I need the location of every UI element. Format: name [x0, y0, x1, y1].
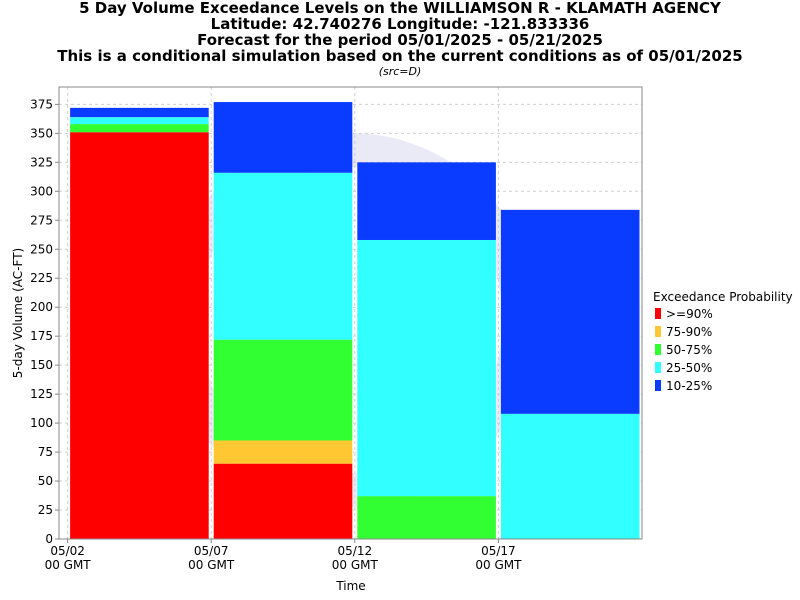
bar-1-segment-3 — [70, 124, 209, 133]
y-tick-label: 150 — [30, 358, 53, 372]
legend-swatch — [655, 380, 661, 391]
x-tick-label-time: 00 GMT — [332, 558, 379, 572]
legend: Exceedance Probability >=90% 75-90% 50-75% 2… — [653, 290, 793, 393]
chart-condition-note: This is a conditional simulation based o… — [57, 47, 743, 65]
bar-1-segment-5 — [70, 107, 209, 118]
y-tick-label: 25 — [38, 503, 53, 517]
legend-entry-label: 10-25% — [666, 379, 712, 393]
y-axis-ticks: 0 25 50 75 100 125 150 175 200 225 250 275 300 325 350… — [30, 97, 59, 546]
y-tick-label: 175 — [30, 329, 53, 343]
x-tick-label-time: 00 GMT — [475, 558, 522, 572]
legend-entry-label: 50-75% — [666, 343, 712, 357]
chart-source: (src=D) — [378, 65, 422, 78]
bar-1-segment-1 — [70, 132, 209, 539]
y-tick-label: 100 — [30, 416, 53, 430]
y-tick-label: 350 — [30, 126, 53, 140]
x-tick-label-time: 00 GMT — [188, 558, 235, 572]
x-tick-label-date: 05/02 — [50, 544, 85, 558]
legend-swatch — [655, 362, 661, 373]
bar-3-segment-4 — [357, 239, 496, 497]
x-tick-label-date: 05/07 — [194, 544, 229, 558]
y-tick-label: 50 — [38, 474, 53, 488]
bar-1-segment-4 — [70, 117, 209, 125]
y-axis-label: 5-day Volume (AC-FT) — [11, 248, 25, 378]
bar-3-segment-3 — [357, 496, 496, 539]
bar-2-segment-5 — [213, 102, 353, 173]
plot-border — [58, 86, 643, 540]
bar-4-segment-4 — [500, 413, 640, 539]
x-tick-label-date: 05/17 — [481, 544, 516, 558]
chart-period: Forecast for the period 05/01/2025 - 05/… — [197, 31, 603, 49]
bar-2-segment-1 — [213, 463, 353, 539]
y-tick-label: 300 — [30, 184, 53, 198]
chart-title-block: 5 Day Volume Exceedance Levels on the WI… — [0, 0, 800, 79]
y-tick-label: 275 — [30, 213, 53, 227]
y-tick-label: 75 — [38, 445, 53, 459]
y-tick-label: 0 — [45, 532, 53, 546]
legend-swatch — [655, 326, 661, 337]
stacked-bars — [70, 102, 640, 539]
chart-title: 5 Day Volume Exceedance Levels on the WI… — [79, 0, 721, 17]
bar-4-segment-5 — [500, 209, 640, 414]
legend-swatch — [655, 308, 661, 319]
x-tick-label-time: 00 GMT — [45, 558, 92, 572]
chart-location: Latitude: 42.740276 Longitude: -121.8333… — [210, 15, 590, 33]
y-tick-label: 325 — [30, 155, 53, 169]
legend-entry-label: 75-90% — [666, 325, 712, 339]
axes — [58, 86, 643, 540]
x-axis-label: Time — [335, 579, 365, 593]
bar-2-segment-2 — [213, 440, 353, 464]
bar-3-segment-5 — [357, 162, 496, 240]
y-tick-label: 200 — [30, 300, 53, 314]
legend-title: Exceedance Probability — [653, 290, 793, 304]
y-tick-label: 225 — [30, 271, 53, 285]
bar-2-segment-4 — [213, 172, 353, 340]
y-tick-label: 125 — [30, 387, 53, 401]
legend-entry-label: 25-50% — [666, 361, 712, 375]
legend-swatch — [655, 344, 661, 355]
y-tick-label: 375 — [30, 97, 53, 111]
x-tick-label-date: 05/12 — [338, 544, 373, 558]
legend-entry-label: >=90% — [666, 307, 713, 321]
bar-2-segment-3 — [213, 339, 353, 441]
y-tick-label: 250 — [30, 242, 53, 256]
